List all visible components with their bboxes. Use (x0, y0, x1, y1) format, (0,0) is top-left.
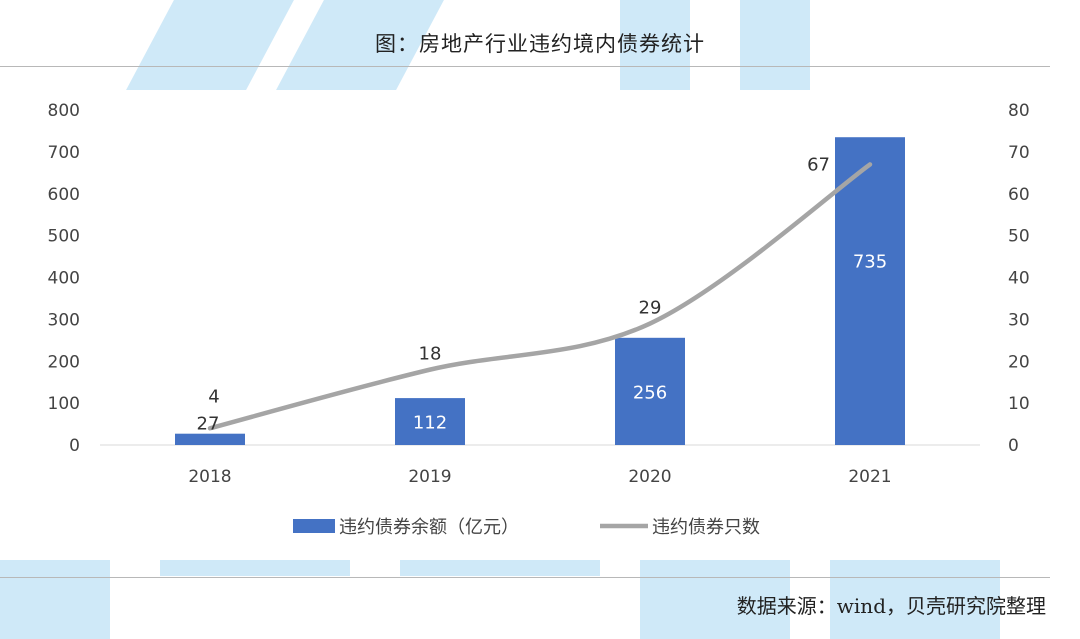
x-tick-label: 2019 (408, 467, 451, 487)
bar (615, 337, 685, 445)
y-left-tick-label: 100 (48, 394, 80, 414)
bar (395, 398, 465, 445)
line-series (207, 162, 873, 431)
line-data-label: 18 (419, 344, 442, 365)
y-left-tick-label: 500 (48, 227, 80, 247)
y-right-tick-label: 80 (1008, 101, 1030, 121)
x-tick-label: 2018 (188, 467, 231, 487)
watermark-shape (620, 0, 690, 90)
y-right-tick-label: 60 (1008, 185, 1030, 205)
top-divider (0, 66, 1050, 67)
x-tick-label: 2021 (848, 467, 891, 487)
legend-label: 违约债券余额（亿元） (339, 517, 519, 538)
bar-data-label: 112 (413, 413, 447, 434)
line-data-label: 4 (208, 386, 219, 407)
y-right-tick-label: 70 (1008, 143, 1030, 163)
y-right-tick-label: 50 (1008, 227, 1030, 247)
y-left-tick-label: 300 (48, 310, 80, 330)
line-data-label: 29 (639, 298, 662, 319)
legend-swatch-bar (293, 519, 335, 533)
y-right-tick-label: 0 (1008, 436, 1019, 456)
watermark-shape (0, 560, 110, 639)
line-data-label: 67 (807, 154, 830, 175)
bar (175, 433, 245, 445)
y-right-tick-label: 40 (1008, 269, 1030, 289)
source-note: 数据来源：wind，贝壳研究院整理 (736, 594, 1046, 618)
y-right-tick-label: 30 (1008, 310, 1030, 330)
y-left-tick-label: 800 (48, 101, 80, 121)
y-left-tick-label: 600 (48, 185, 80, 205)
watermark-shape (400, 560, 600, 576)
y-right-tick-label: 20 (1008, 352, 1030, 372)
bar-data-label: 735 (853, 251, 887, 272)
y-left-tick-label: 0 (69, 436, 80, 456)
legend-label: 违约债券只数 (652, 517, 760, 538)
bottom-divider (0, 577, 1050, 578)
watermark-shape (740, 0, 810, 90)
y-right-tick-label: 10 (1008, 394, 1030, 414)
x-tick-label: 2020 (628, 467, 671, 487)
y-left-tick-label: 700 (48, 143, 80, 163)
watermark-shape (160, 560, 350, 576)
bar-data-label: 256 (633, 382, 667, 403)
y-left-tick-label: 200 (48, 352, 80, 372)
bar-data-label: 27 (197, 414, 220, 435)
bar (835, 137, 905, 445)
watermark-shape (830, 560, 1000, 639)
watermark-shape (640, 560, 790, 639)
y-left-tick-label: 400 (48, 269, 80, 289)
chart-title: 图：房地产行业违约境内债券统计 (375, 32, 705, 56)
